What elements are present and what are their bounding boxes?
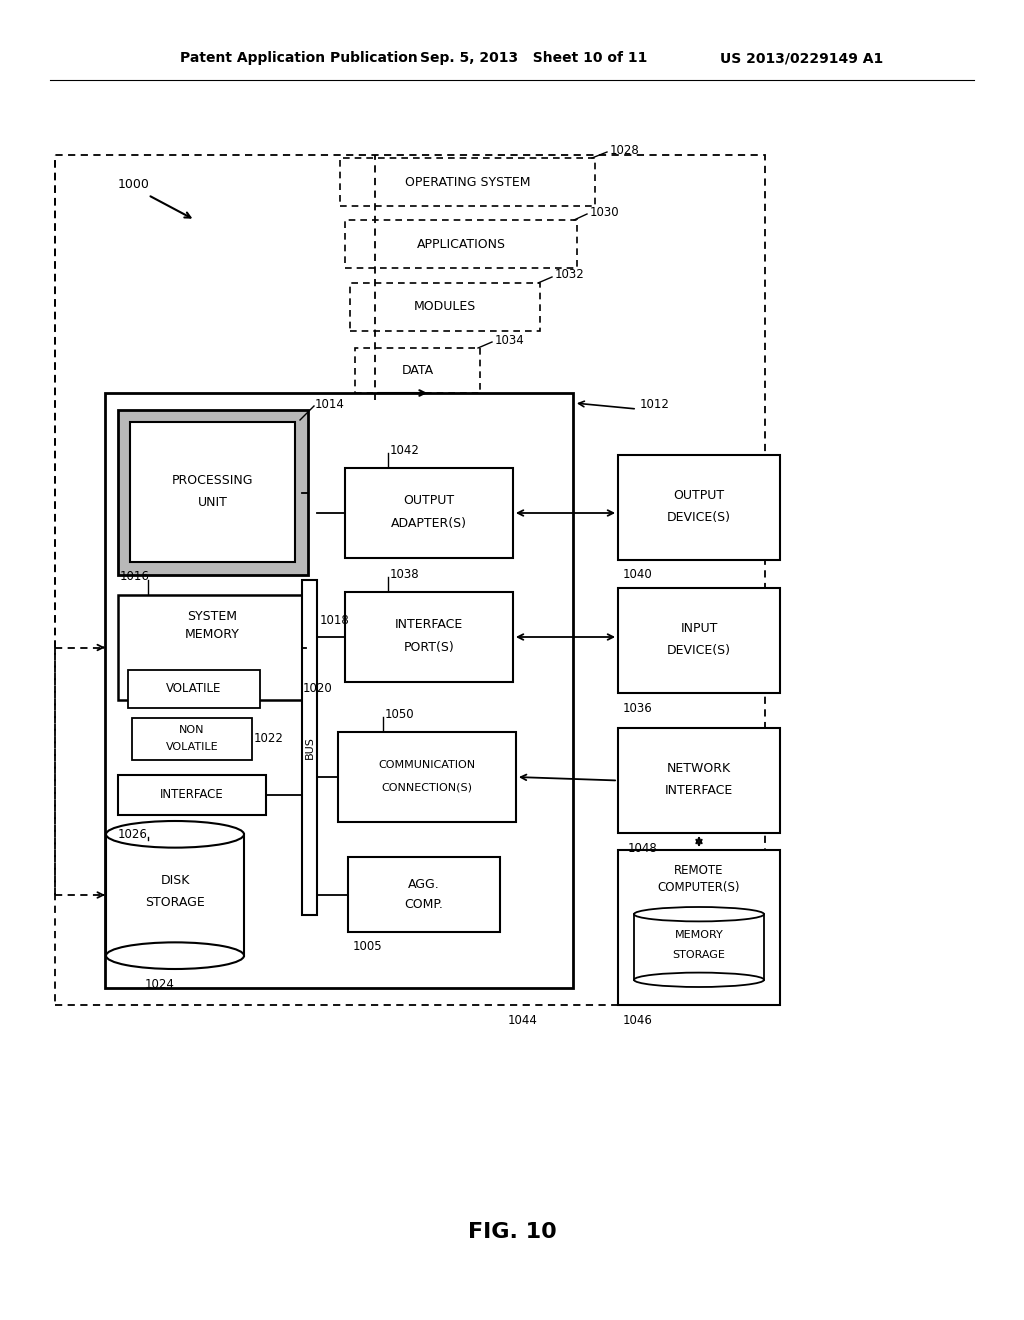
Text: REMOTE: REMOTE (674, 863, 724, 876)
Bar (348, 857, 500, 932)
Bar (105, 393, 573, 987)
Ellipse shape (634, 907, 764, 921)
Bar (340, 158, 595, 206)
Bar (618, 455, 780, 560)
Text: 1024: 1024 (145, 978, 175, 990)
Ellipse shape (106, 821, 244, 847)
Text: 1018: 1018 (319, 614, 350, 627)
Bar (338, 733, 516, 822)
Text: VOLATILE: VOLATILE (166, 682, 221, 696)
Text: OPERATING SYSTEM: OPERATING SYSTEM (404, 176, 530, 189)
Text: APPLICATIONS: APPLICATIONS (417, 238, 506, 251)
Text: DEVICE(S): DEVICE(S) (667, 511, 731, 524)
Text: BUS: BUS (304, 737, 314, 759)
Bar (618, 587, 780, 693)
Bar (345, 469, 513, 558)
Text: DATA: DATA (401, 364, 433, 378)
Text: 1048: 1048 (628, 842, 657, 854)
Bar (345, 591, 513, 682)
Text: 1040: 1040 (623, 569, 652, 582)
Bar (132, 718, 252, 760)
Text: 1030: 1030 (590, 206, 620, 219)
Text: 1000: 1000 (118, 178, 150, 191)
Text: ADAPTER(S): ADAPTER(S) (391, 516, 467, 529)
Text: PROCESSING: PROCESSING (172, 474, 253, 487)
Bar (106, 834, 244, 956)
Bar (355, 348, 480, 393)
Bar (345, 220, 577, 268)
Ellipse shape (634, 973, 764, 987)
Text: FIG. 10: FIG. 10 (468, 1222, 556, 1242)
Text: INPUT: INPUT (680, 622, 718, 635)
Text: AGG.: AGG. (409, 878, 440, 891)
Bar (350, 282, 540, 331)
Text: CONNECTION(S): CONNECTION(S) (382, 781, 472, 792)
Bar (618, 729, 780, 833)
Text: 1044: 1044 (508, 1014, 538, 1027)
Text: MEMORY: MEMORY (184, 628, 240, 642)
Text: 1014: 1014 (315, 397, 345, 411)
Text: 1016: 1016 (120, 570, 150, 583)
Text: STORAGE: STORAGE (673, 950, 725, 960)
Bar (118, 775, 266, 814)
Text: VOLATILE: VOLATILE (166, 742, 218, 752)
Text: 1034: 1034 (495, 334, 524, 346)
Text: OUTPUT: OUTPUT (403, 495, 455, 507)
Text: SYSTEM: SYSTEM (187, 610, 237, 623)
Text: Sep. 5, 2013   Sheet 10 of 11: Sep. 5, 2013 Sheet 10 of 11 (420, 51, 647, 65)
Text: INTERFACE: INTERFACE (160, 788, 224, 801)
Text: COMPUTER(S): COMPUTER(S) (657, 882, 740, 895)
Text: 1036: 1036 (623, 701, 652, 714)
Text: 1042: 1042 (390, 444, 420, 457)
Text: 1028: 1028 (610, 144, 640, 157)
Ellipse shape (106, 942, 244, 969)
Text: COMMUNICATION: COMMUNICATION (379, 760, 475, 770)
Text: 1005: 1005 (353, 940, 383, 953)
Bar (118, 595, 306, 700)
Text: 1020: 1020 (303, 682, 333, 696)
Text: 1050: 1050 (385, 708, 415, 721)
Text: DEVICE(S): DEVICE(S) (667, 644, 731, 657)
Bar (130, 422, 295, 562)
Text: 1012: 1012 (640, 399, 670, 412)
Bar (302, 579, 317, 915)
Text: INTERFACE: INTERFACE (395, 619, 463, 631)
Text: STORAGE: STORAGE (145, 896, 205, 909)
Text: 1022: 1022 (254, 733, 284, 746)
Bar (118, 411, 308, 576)
Bar (128, 671, 260, 708)
Text: NON: NON (179, 725, 205, 735)
Text: MEMORY: MEMORY (675, 931, 723, 940)
Bar (55, 154, 765, 1005)
Text: Patent Application Publication: Patent Application Publication (180, 51, 418, 65)
Text: INTERFACE: INTERFACE (665, 784, 733, 797)
Text: NETWORK: NETWORK (667, 762, 731, 775)
Text: 1046: 1046 (623, 1014, 653, 1027)
Text: 1038: 1038 (390, 568, 420, 581)
Text: MODULES: MODULES (414, 301, 476, 314)
Bar (634, 915, 764, 979)
Text: 1032: 1032 (555, 268, 585, 281)
Text: DISK: DISK (161, 874, 189, 887)
Text: OUTPUT: OUTPUT (674, 488, 725, 502)
Text: PORT(S): PORT(S) (403, 640, 455, 653)
Text: UNIT: UNIT (198, 495, 227, 508)
Text: US 2013/0229149 A1: US 2013/0229149 A1 (720, 51, 884, 65)
Text: 1026: 1026 (118, 829, 147, 842)
Bar (618, 850, 780, 1005)
Text: COMP.: COMP. (404, 898, 443, 911)
